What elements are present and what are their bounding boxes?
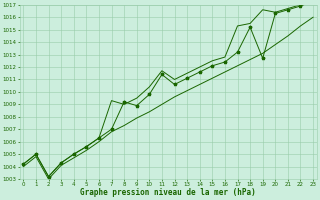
X-axis label: Graphe pression niveau de la mer (hPa): Graphe pression niveau de la mer (hPa) <box>80 188 256 197</box>
